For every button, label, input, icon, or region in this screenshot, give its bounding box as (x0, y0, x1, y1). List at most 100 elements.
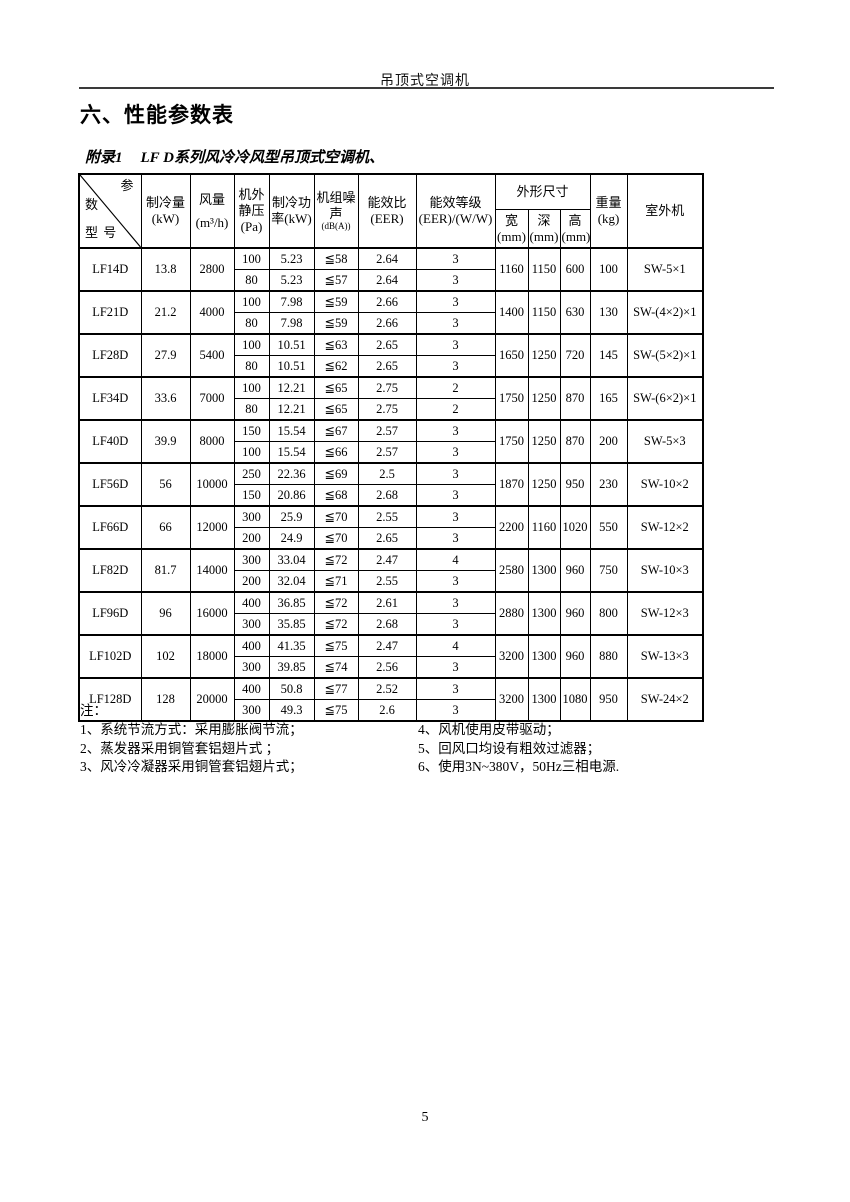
cell-energy-grade: 3 (415, 269, 496, 292)
cell-weight: 130 (589, 290, 628, 335)
cell-weight: 800 (589, 591, 628, 636)
cell-static-pressure: 300 (233, 613, 270, 636)
header-cooling-capacity: 制冷量 (kW) (140, 173, 191, 249)
cell-weight: 230 (589, 462, 628, 507)
page-number: 5 (421, 1110, 429, 1125)
cell-eer: 2.65 (357, 355, 417, 378)
cell-energy-grade: 3 (415, 247, 496, 270)
cell-weight: 750 (589, 548, 628, 593)
cell-energy-grade: 3 (415, 656, 496, 679)
table-body: LF14D 13.8 2800 100 5.23 ≦58 2.64 3 1160 1150 600 1… (78, 247, 704, 722)
note-item-4: 4、风机使用皮带驱动； (418, 722, 560, 737)
cell-energy-grade: 3 (415, 699, 496, 722)
cell-eer: 2.57 (357, 419, 417, 442)
cell-static-pressure: 300 (233, 548, 270, 571)
cell-dim-width: 2200 (494, 505, 529, 550)
appendix-label: 附录1 (85, 150, 123, 166)
cell-cooling: 39.9 (140, 419, 191, 464)
cell-dim-width: 2880 (494, 591, 529, 636)
cell-cooling: 102 (140, 634, 191, 679)
cell-static-pressure: 100 (233, 376, 270, 399)
cell-noise: ≦72 (313, 591, 359, 614)
cell-eer: 2.6 (357, 699, 417, 722)
cell-power: 33.04 (268, 548, 315, 571)
header-airflow: 风量 (m³/h) (189, 173, 235, 249)
cell-noise: ≦65 (313, 398, 359, 421)
cell-noise: ≦75 (313, 634, 359, 657)
model-subrow: 150 20.86 ≦68 2.68 3 (79, 484, 703, 507)
cell-noise: ≦59 (313, 312, 359, 335)
corner-header-cell: 参 数 型 号 (78, 173, 142, 249)
cell-noise: ≦66 (313, 441, 359, 464)
cell-model: LF56D (78, 462, 142, 507)
cell-eer: 2.55 (357, 505, 417, 528)
cell-model: LF21D (78, 290, 142, 335)
cell-eer: 2.65 (357, 527, 417, 550)
cell-dim-width: 1400 (494, 290, 529, 335)
cell-power: 36.85 (268, 591, 315, 614)
cell-dim-height: 870 (559, 376, 591, 421)
cell-static-pressure: 400 (233, 591, 270, 614)
cell-outdoor-unit: SW-12×2 (626, 505, 704, 550)
cell-model: LF96D (78, 591, 142, 636)
cell-dim-depth: 1250 (527, 333, 561, 378)
model-subrow: 80 5.23 ≦57 2.64 3 (79, 269, 703, 292)
cell-cooling: 96 (140, 591, 191, 636)
cell-eer: 2.47 (357, 548, 417, 571)
cell-dim-width: 2580 (494, 548, 529, 593)
cell-model: LF34D (78, 376, 142, 421)
cell-eer: 2.64 (357, 269, 417, 292)
cell-dim-depth: 1250 (527, 462, 561, 507)
cell-model: LF66D (78, 505, 142, 550)
cell-outdoor-unit: SW-(6×2)×1 (626, 376, 704, 421)
cell-static-pressure: 100 (233, 247, 270, 270)
cell-airflow: 20000 (189, 677, 235, 722)
appendix-title: LF D系列风冷冷风型吊顶式空调机、 (140, 150, 384, 166)
header-dimensions-group: 外形尺寸 (494, 173, 591, 210)
cell-energy-grade: 3 (415, 505, 496, 528)
cell-noise: ≦59 (313, 290, 359, 313)
cell-energy-grade: 3 (415, 441, 496, 464)
cell-energy-grade: 3 (415, 484, 496, 507)
model-row: LF28D 27.9 5400 100 10.51 ≦63 2.65 3 1650 1250 720… (78, 333, 704, 378)
cell-cooling: 128 (140, 677, 191, 722)
cell-power: 50.8 (268, 677, 315, 700)
cell-cooling: 66 (140, 505, 191, 550)
cell-static-pressure: 80 (233, 355, 270, 378)
model-row: LF82D 81.7 14000 300 33.04 ≦72 2.47 4 2580 1300 96… (78, 548, 704, 593)
cell-power: 5.23 (268, 269, 315, 292)
cell-dim-height: 1020 (559, 505, 591, 550)
cell-eer: 2.56 (357, 656, 417, 679)
cell-dim-height: 960 (559, 634, 591, 679)
model-row: LF56D 56 10000 250 22.36 ≦69 2.5 3 1870 1250 950 23… (78, 462, 704, 507)
cell-outdoor-unit: SW-12×3 (626, 591, 704, 636)
cell-energy-grade: 3 (415, 527, 496, 550)
cell-model: LF82D (78, 548, 142, 593)
cell-energy-grade: 2 (415, 376, 496, 399)
section-title: 六、性能参数表 (80, 104, 234, 127)
model-row: LF128D 128 20000 400 50.8 ≦77 2.52 3 3200 1300 108… (78, 677, 704, 722)
cell-cooling: 27.9 (140, 333, 191, 378)
cell-static-pressure: 300 (233, 699, 270, 722)
cell-weight: 880 (589, 634, 628, 679)
cell-static-pressure: 250 (233, 462, 270, 485)
note-item-3: 3、风冷冷凝器采用铜管套铝翅片式； (80, 759, 303, 774)
header-energy-grade: 能效等级 (EER)/(W/W) (415, 173, 496, 249)
cell-power: 35.85 (268, 613, 315, 636)
cell-static-pressure: 150 (233, 419, 270, 442)
cell-eer: 2.68 (357, 484, 417, 507)
running-header: 吊顶式空调机 (380, 74, 470, 89)
cell-dim-height: 870 (559, 419, 591, 464)
cell-dim-depth: 1150 (527, 247, 561, 292)
model-subrow: 80 7.98 ≦59 2.66 3 (79, 312, 703, 335)
cell-dim-height: 960 (559, 548, 591, 593)
cell-dim-height: 950 (559, 462, 591, 507)
cell-airflow: 4000 (189, 290, 235, 335)
cell-cooling: 33.6 (140, 376, 191, 421)
cell-static-pressure: 100 (233, 333, 270, 356)
note-item-1: 1、系统节流方式：采用膨胀阀节流； (80, 722, 303, 737)
cell-eer: 2.66 (357, 290, 417, 313)
notes-section: 注： 1、系统节流方式：采用膨胀阀节流； 4、风机使用皮带驱动； 2、蒸发器采用… (80, 699, 704, 775)
cell-cooling: 81.7 (140, 548, 191, 593)
cell-dim-depth: 1300 (527, 634, 561, 679)
